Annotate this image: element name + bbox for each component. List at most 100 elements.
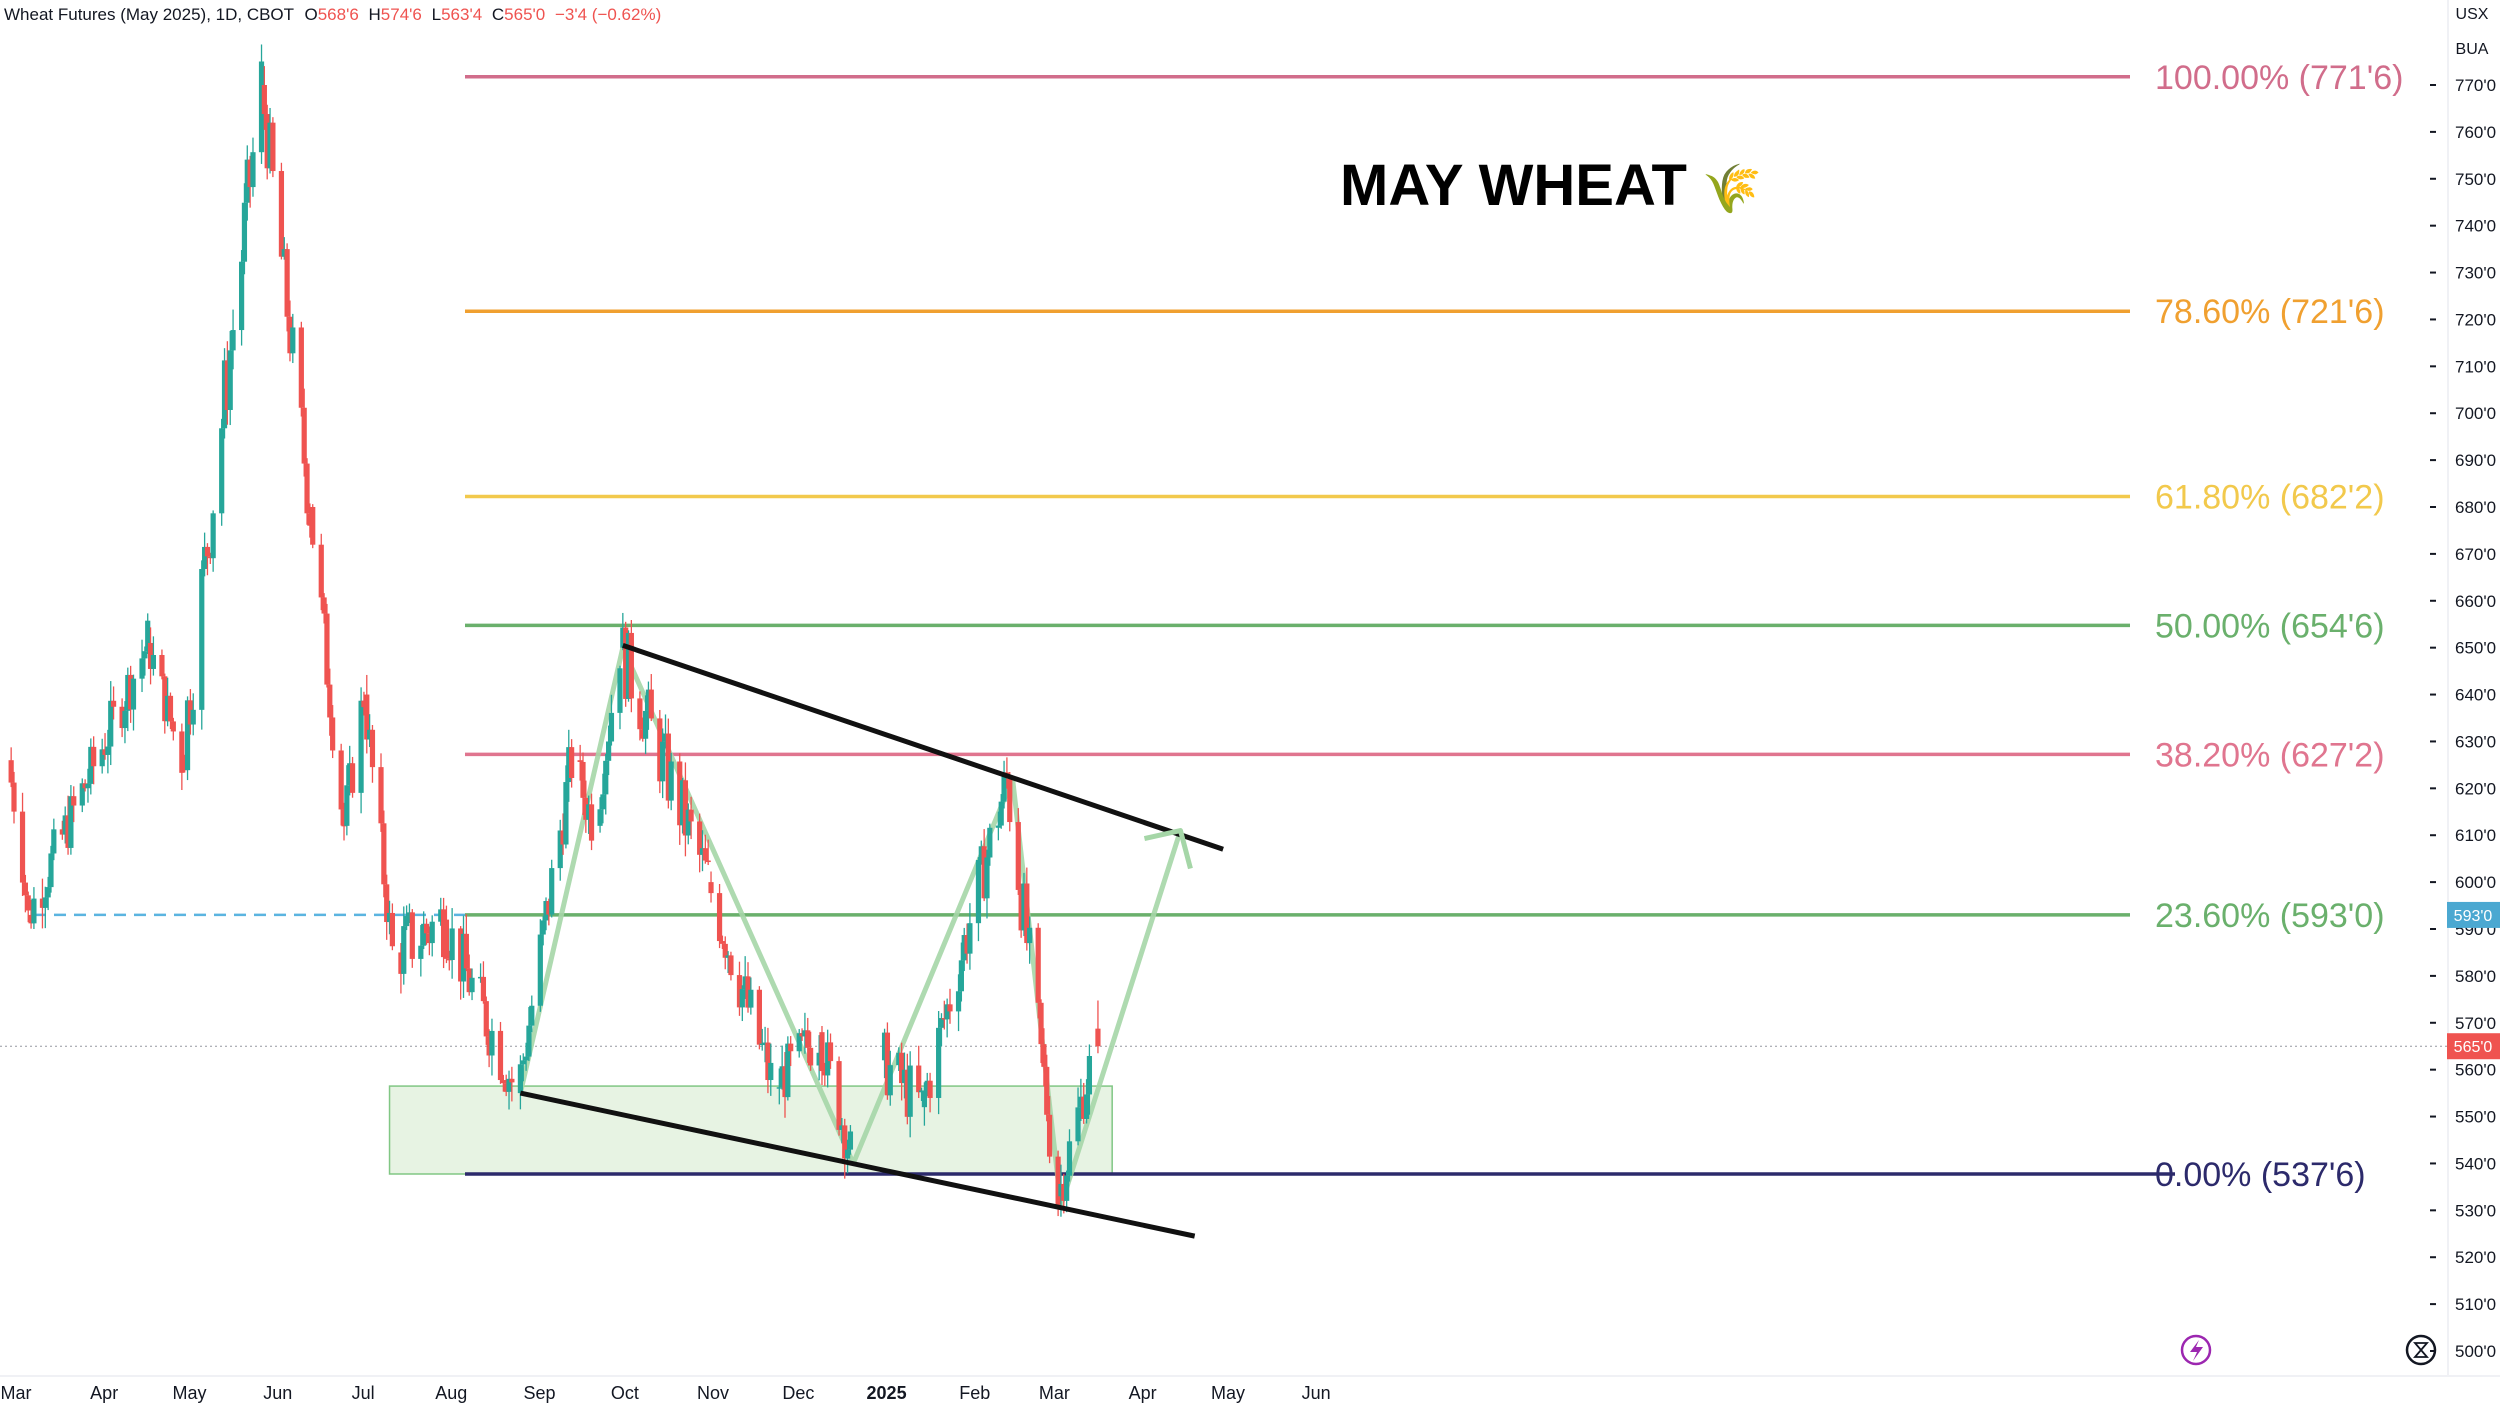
- candle[interactable]: [617, 668, 623, 713]
- candle[interactable]: [566, 747, 572, 783]
- candle[interactable]: [324, 613, 330, 685]
- candle[interactable]: [543, 901, 549, 921]
- candle[interactable]: [947, 1004, 953, 1012]
- candle[interactable]: [762, 1042, 768, 1045]
- candle[interactable]: [702, 848, 708, 861]
- current-price-badge[interactable]: [2447, 1033, 2500, 1060]
- candle[interactable]: [657, 718, 663, 782]
- candle[interactable]: [719, 941, 726, 944]
- candle[interactable]: [65, 815, 71, 848]
- candle[interactable]: [808, 1047, 814, 1066]
- candle[interactable]: [301, 407, 307, 464]
- candle[interactable]: [526, 1025, 532, 1057]
- candle[interactable]: [1086, 1056, 1093, 1095]
- candle[interactable]: [1015, 822, 1021, 890]
- lightning-icon[interactable]: [2180, 1334, 2212, 1366]
- candle[interactable]: [577, 760, 583, 762]
- candle[interactable]: [321, 597, 327, 614]
- candle[interactable]: [776, 1087, 782, 1089]
- candle[interactable]: [899, 1052, 905, 1084]
- candle[interactable]: [39, 898, 46, 908]
- candle[interactable]: [520, 1060, 526, 1065]
- candle[interactable]: [463, 933, 469, 969]
- candle[interactable]: [398, 952, 404, 974]
- candle[interactable]: [250, 152, 256, 188]
- candle[interactable]: [802, 1030, 808, 1037]
- candle[interactable]: [1027, 927, 1033, 944]
- candle[interactable]: [961, 935, 967, 961]
- candle[interactable]: [688, 809, 694, 822]
- candle[interactable]: [258, 61, 265, 153]
- candle[interactable]: [583, 797, 589, 820]
- candle[interactable]: [628, 632, 634, 699]
- candle[interactable]: [310, 507, 316, 545]
- candle[interactable]: [936, 1027, 942, 1098]
- candle[interactable]: [150, 654, 157, 669]
- candle[interactable]: [267, 122, 273, 169]
- candle[interactable]: [839, 1125, 845, 1130]
- candle[interactable]: [290, 327, 296, 354]
- candle[interactable]: [1083, 1094, 1090, 1119]
- candle[interactable]: [247, 159, 253, 188]
- fib-price-badge[interactable]: [2447, 901, 2500, 928]
- candle[interactable]: [1024, 883, 1030, 944]
- candle[interactable]: [497, 1030, 504, 1081]
- candle[interactable]: [1066, 1141, 1073, 1176]
- candle[interactable]: [563, 782, 569, 845]
- candle[interactable]: [978, 846, 984, 861]
- candle[interactable]: [230, 330, 236, 351]
- candle[interactable]: [967, 923, 973, 954]
- candle[interactable]: [187, 700, 193, 725]
- candle[interactable]: [822, 1071, 828, 1076]
- candle[interactable]: [904, 1069, 910, 1117]
- candle[interactable]: [799, 1033, 805, 1037]
- candle[interactable]: [816, 1052, 822, 1066]
- candle[interactable]: [1038, 1002, 1044, 1045]
- candle[interactable]: [668, 761, 674, 801]
- candle[interactable]: [625, 632, 632, 699]
- candle[interactable]: [85, 783, 91, 789]
- candle[interactable]: [788, 1043, 794, 1052]
- symbol-title[interactable]: Wheat Futures (May 2025), 1D, CBOT: [4, 5, 294, 24]
- candle[interactable]: [51, 829, 57, 854]
- candle[interactable]: [406, 912, 413, 917]
- candle[interactable]: [685, 809, 691, 836]
- candle[interactable]: [145, 620, 151, 652]
- candle[interactable]: [1064, 1175, 1070, 1201]
- candle[interactable]: [426, 933, 432, 944]
- candle[interactable]: [219, 428, 225, 514]
- candle[interactable]: [207, 556, 213, 559]
- candle[interactable]: [45, 887, 51, 898]
- candle[interactable]: [182, 760, 188, 771]
- candle[interactable]: [785, 1043, 791, 1098]
- candle[interactable]: [128, 674, 134, 710]
- candle[interactable]: [580, 761, 586, 798]
- candle[interactable]: [529, 1005, 535, 1026]
- candle[interactable]: [440, 909, 447, 958]
- candle[interactable]: [139, 658, 145, 679]
- channel-line-upper[interactable]: [622, 642, 1224, 852]
- candle[interactable]: [179, 731, 185, 773]
- candle[interactable]: [11, 782, 17, 812]
- candle[interactable]: [640, 729, 646, 739]
- candle[interactable]: [91, 746, 97, 767]
- candle[interactable]: [381, 823, 387, 885]
- candle[interactable]: [642, 710, 649, 739]
- candle[interactable]: [142, 651, 148, 659]
- candle[interactable]: [307, 513, 313, 526]
- candle[interactable]: [842, 1125, 848, 1159]
- candle[interactable]: [349, 763, 356, 793]
- candle[interactable]: [147, 642, 154, 669]
- candle[interactable]: [705, 860, 711, 863]
- candle[interactable]: [71, 796, 77, 806]
- candle[interactable]: [170, 721, 176, 732]
- candle[interactable]: [110, 700, 117, 707]
- candle[interactable]: [648, 689, 654, 719]
- candle[interactable]: [708, 882, 714, 894]
- support-zone[interactable]: [388, 1085, 1113, 1175]
- candle[interactable]: [987, 827, 993, 858]
- candle[interactable]: [361, 700, 367, 708]
- candle[interactable]: [298, 327, 304, 408]
- candle[interactable]: [264, 114, 270, 169]
- candle[interactable]: [19, 811, 26, 883]
